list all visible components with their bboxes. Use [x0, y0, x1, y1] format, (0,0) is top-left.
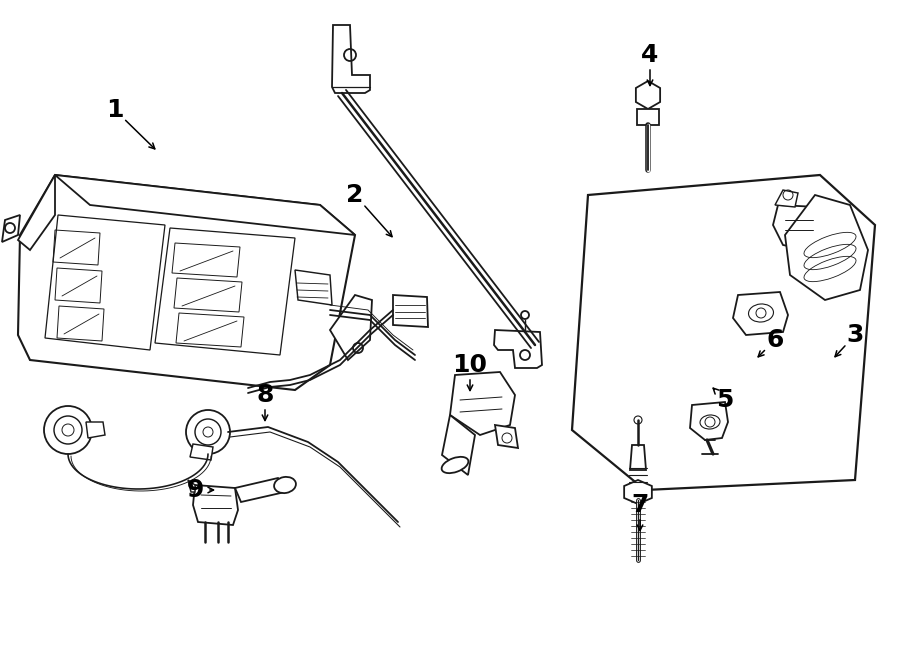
Polygon shape [18, 175, 355, 390]
Polygon shape [630, 445, 646, 470]
Circle shape [634, 416, 642, 424]
Text: 5: 5 [716, 388, 734, 412]
Text: 8: 8 [256, 383, 274, 407]
Polygon shape [637, 109, 659, 125]
Polygon shape [18, 175, 55, 250]
Polygon shape [733, 292, 788, 335]
Polygon shape [188, 480, 195, 492]
Polygon shape [55, 175, 355, 235]
Polygon shape [773, 205, 823, 250]
Ellipse shape [442, 457, 468, 473]
Polygon shape [636, 81, 660, 109]
Circle shape [44, 406, 92, 454]
Text: 1: 1 [106, 98, 124, 122]
Polygon shape [2, 215, 20, 242]
Polygon shape [624, 480, 652, 504]
Text: 6: 6 [766, 328, 784, 352]
Text: 7: 7 [631, 493, 649, 517]
Text: 2: 2 [346, 183, 364, 207]
Polygon shape [330, 295, 372, 360]
Text: 10: 10 [453, 353, 488, 377]
Polygon shape [495, 425, 518, 448]
Polygon shape [393, 295, 428, 327]
Polygon shape [155, 228, 295, 355]
Polygon shape [235, 478, 285, 502]
Polygon shape [494, 330, 542, 368]
Polygon shape [190, 444, 213, 460]
Polygon shape [295, 270, 332, 305]
Polygon shape [690, 402, 728, 440]
Polygon shape [450, 372, 515, 435]
Polygon shape [775, 190, 798, 207]
Text: 4: 4 [642, 43, 659, 67]
Ellipse shape [274, 477, 296, 493]
Polygon shape [572, 175, 875, 490]
Text: 9: 9 [186, 478, 203, 502]
Text: 3: 3 [846, 323, 864, 347]
Polygon shape [332, 25, 370, 93]
Polygon shape [785, 195, 868, 300]
Polygon shape [442, 415, 475, 475]
Circle shape [186, 410, 230, 454]
Polygon shape [86, 422, 105, 438]
Polygon shape [193, 485, 238, 525]
Polygon shape [45, 215, 165, 350]
